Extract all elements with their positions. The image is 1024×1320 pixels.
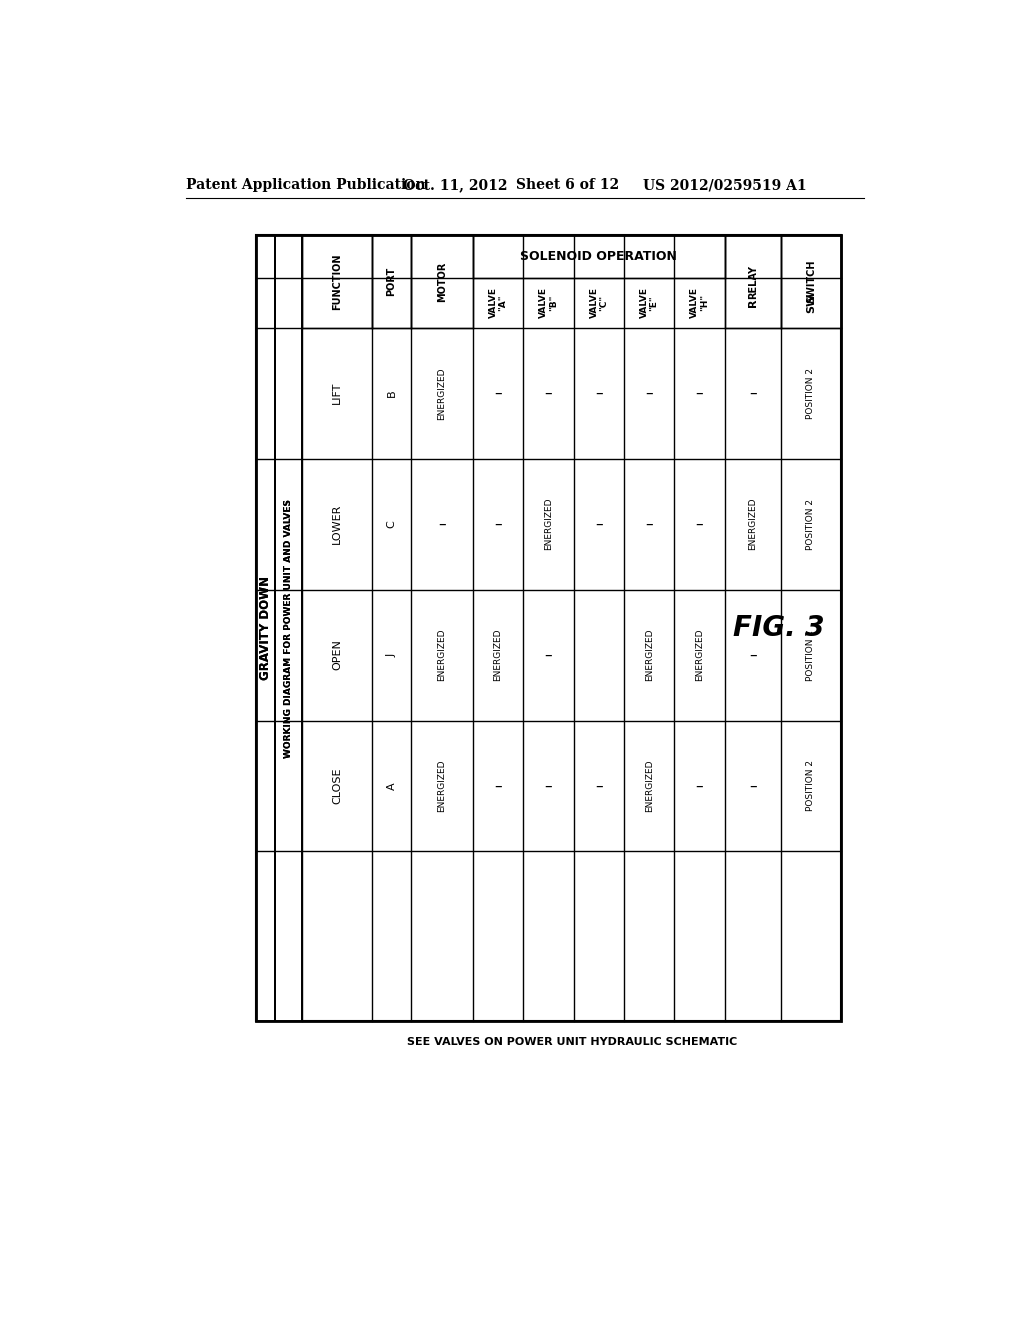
Text: MOTOR: MOTOR [437,261,446,302]
Text: –: – [495,385,502,401]
Bar [725,235,780,327]
Text: –: – [545,779,552,793]
Text: A: A [386,783,396,789]
Text: –: – [545,385,552,401]
Text: J: J [386,653,396,656]
Text: –: – [495,516,502,532]
Text: B: B [386,389,396,397]
Text: ENERGIZED: ENERGIZED [437,628,446,681]
Text: SEE VALVES ON POWER UNIT HYDRAULIC SCHEMATIC: SEE VALVES ON POWER UNIT HYDRAULIC SCHEM… [407,1038,737,1047]
Text: –: – [595,385,603,401]
Text: ENERGIZED: ENERGIZED [695,628,705,681]
Text: –: – [749,779,757,793]
Text: ENERGIZED: ENERGIZED [494,628,503,681]
Text: –: – [695,779,703,793]
Text: –: – [495,779,502,793]
Text: LOWER: LOWER [332,504,342,544]
Text: –: – [645,516,653,532]
Text: FIG. 3: FIG. 3 [733,614,824,642]
Text: C: C [386,520,396,528]
Text: US 2012/0259519 A1: US 2012/0259519 A1 [643,178,807,193]
Bar [256,235,275,1020]
Text: POSITION 2: POSITION 2 [806,368,815,418]
Text: VALVE
"E": VALVE "E" [640,288,658,318]
Text: VALVE
"A": VALVE "A" [488,288,508,318]
Bar [302,235,372,327]
Bar [372,235,411,327]
Text: Oct. 11, 2012: Oct. 11, 2012 [403,178,508,193]
Text: –: – [545,648,552,663]
Text: FUNCTION: FUNCTION [332,253,342,310]
Bar [780,235,841,327]
Text: GRAVITY DOWN: GRAVITY DOWN [259,576,272,680]
Text: SW: SW [806,293,816,313]
Bar [473,235,725,277]
Text: ENERGIZED: ENERGIZED [645,628,653,681]
Text: SWITCH: SWITCH [806,260,816,304]
Text: WORKING DIAGRAM FOR POWER UNIT AND VALVES: WORKING DIAGRAM FOR POWER UNIT AND VALVE… [285,499,293,758]
Text: R: R [748,298,758,308]
Text: OPEN: OPEN [332,640,342,671]
Text: WORKING DIAGRAM FOR POWER UNIT AND VALVES: WORKING DIAGRAM FOR POWER UNIT AND VALVE… [285,499,293,758]
Text: VALVE
"B": VALVE "B" [539,288,558,318]
Text: CLOSE: CLOSE [332,768,342,804]
Text: ENERGIZED: ENERGIZED [749,498,757,550]
Text: PORT: PORT [386,267,396,296]
Text: –: – [645,385,653,401]
Bar [256,235,841,1020]
Text: VALVE
"C": VALVE "C" [590,288,608,318]
Text: –: – [595,516,603,532]
Bar [411,235,473,327]
Text: POSITION 2: POSITION 2 [806,760,815,812]
Text: –: – [749,648,757,663]
Text: VALVE
"H": VALVE "H" [690,288,709,318]
Text: Sheet 6 of 12: Sheet 6 of 12 [515,178,618,193]
Text: SOLENOID OPERATION: SOLENOID OPERATION [520,249,677,263]
Text: ENERGIZED: ENERGIZED [437,760,446,812]
Bar [256,235,841,1020]
Text: –: – [695,385,703,401]
Text: POSITION 2: POSITION 2 [806,630,815,681]
Text: –: – [695,516,703,532]
Text: POSITION 2: POSITION 2 [806,499,815,549]
Text: ENERGIZED: ENERGIZED [544,498,553,550]
Text: ENERGIZED: ENERGIZED [645,760,653,812]
Text: –: – [749,385,757,401]
Bar [275,235,302,1020]
Text: –: – [595,779,603,793]
Text: GRAVITY DOWN: GRAVITY DOWN [259,576,272,680]
Text: ENERGIZED: ENERGIZED [437,367,446,420]
Text: Patent Application Publication: Patent Application Publication [186,178,426,193]
Text: RELAY: RELAY [748,264,758,298]
Text: LIFT: LIFT [332,381,342,404]
Text: –: – [438,516,445,532]
